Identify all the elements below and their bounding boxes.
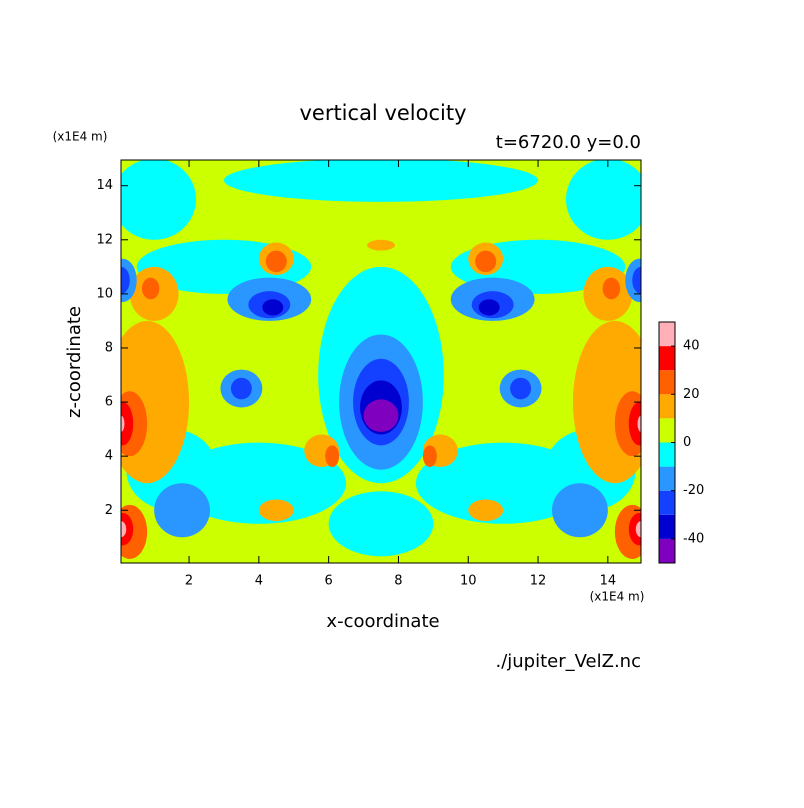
contour-region — [635, 521, 641, 538]
contour-region — [552, 483, 608, 538]
contour-region — [121, 402, 134, 446]
contour-region — [602, 277, 621, 300]
contour-region — [262, 299, 284, 316]
y-tick-label: 6 — [105, 395, 113, 410]
x-axis-label: x-coordinate — [326, 611, 439, 632]
contour-region — [468, 499, 504, 522]
contour-region — [121, 415, 125, 432]
x-tick-label: 4 — [255, 574, 263, 589]
contour-region — [632, 266, 641, 294]
y-unit: (x1E4 m) — [53, 130, 108, 144]
contour-region — [478, 299, 500, 316]
contour-region — [328, 491, 434, 557]
axes: 2 4 6 8 10 12 14 2 4 6 8 10 12 14 — [96, 159, 642, 589]
contour-region — [121, 320, 190, 484]
contour-region — [265, 250, 287, 273]
colorbar-segment — [659, 394, 675, 419]
colorbar-segment — [659, 418, 675, 443]
colorbar: -40 -20 0 20 40 — [658, 321, 704, 564]
x-tick-label: 6 — [325, 574, 333, 589]
colorbar-tick-label: -40 — [683, 531, 704, 546]
colorbar-segment — [659, 466, 675, 491]
contour-region — [121, 266, 130, 294]
contour-region — [121, 521, 127, 538]
chart-title: vertical velocity — [299, 101, 466, 125]
chart-subtitle: t=6720.0 y=0.0 — [496, 132, 641, 153]
y-tick-label: 4 — [105, 449, 113, 464]
y-tick-label: 14 — [96, 178, 113, 193]
colorbar-segment — [659, 322, 675, 347]
colorbar-segment — [659, 346, 675, 371]
contour-region — [628, 402, 641, 446]
contour-field — [121, 160, 641, 563]
contour-region — [121, 160, 197, 240]
colorbar-tick-label: 40 — [683, 339, 700, 354]
plot-frame — [120, 159, 642, 564]
contour-region — [422, 445, 437, 467]
contour-region — [367, 239, 395, 251]
x-tick-label: 2 — [185, 574, 193, 589]
contour-region — [258, 499, 294, 522]
source-label: ./jupiter_VelZ.nc — [495, 651, 641, 672]
contour-region — [510, 377, 532, 400]
y-tick-label: 10 — [96, 286, 113, 301]
colorbar-tick-label: 0 — [683, 435, 691, 450]
colorbar-segment — [659, 490, 675, 515]
contour-region — [154, 483, 210, 538]
colorbar-tick-label: 20 — [683, 387, 700, 402]
colorbar-segment — [659, 442, 675, 467]
colorbar-segment — [659, 514, 675, 539]
colorbar-segment — [659, 370, 675, 395]
contour-region — [565, 160, 641, 240]
contour-region — [363, 399, 399, 432]
x-tick-label: 14 — [600, 574, 617, 589]
contour-region — [224, 160, 538, 202]
contour-region — [628, 512, 641, 546]
contour-region — [475, 250, 497, 273]
x-tick-label: 8 — [394, 574, 402, 589]
y-tick-label: 12 — [96, 232, 113, 247]
contour-region — [121, 512, 134, 546]
contour-region — [141, 277, 160, 300]
contour-region — [325, 445, 340, 467]
y-tick-label: 8 — [105, 340, 113, 355]
contour-region — [637, 415, 641, 432]
y-tick-label: 2 — [105, 503, 113, 518]
x-unit: (x1E4 m) — [590, 590, 645, 604]
contour-region — [230, 377, 252, 400]
colorbar-tick-label: -20 — [683, 483, 704, 498]
x-tick-label: 12 — [530, 574, 547, 589]
y-axis-label: z-coordinate — [64, 306, 85, 418]
colorbar-segment — [659, 538, 675, 563]
x-tick-label: 10 — [460, 574, 477, 589]
contour-region — [572, 320, 641, 484]
